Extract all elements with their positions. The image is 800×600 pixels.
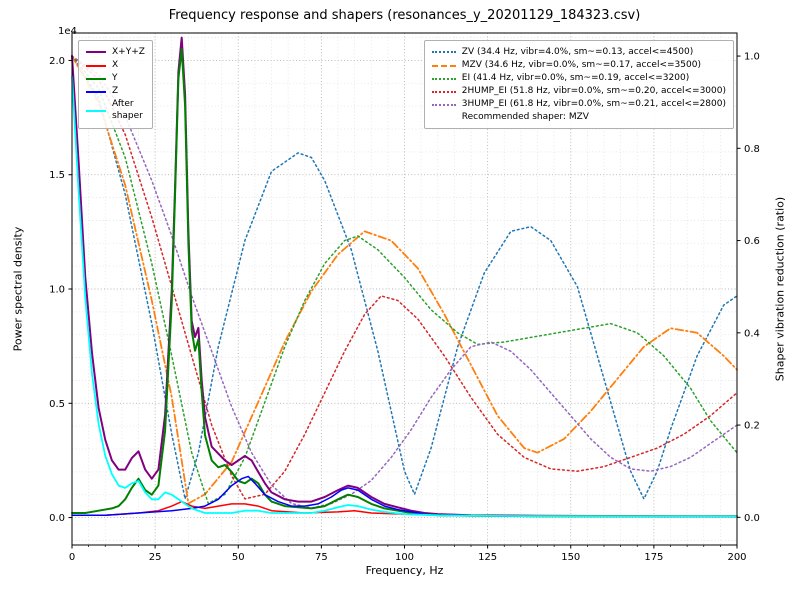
legend-entry-2hump-ei: 2HUMP_EI (51.8 Hz, vibr=0.0%, sm~=0.20, … [431, 86, 726, 98]
legend-swatch-ei [431, 77, 456, 80]
series-after-shaper [71, 75, 738, 518]
legend-entry-x: X [86, 60, 145, 72]
y-right-tick-label: 0.0 [744, 513, 760, 524]
legend-entry-after-shaper: After shaper [86, 99, 145, 122]
legend-label-ei: EI (41.4 Hz, vibr=0.0%, sm~=0.19, accel<… [461, 72, 690, 83]
legend-label-xyz: X+Y+Z [112, 46, 145, 57]
legend-label-3hump-ei: 3HUMP_EI (61.8 Hz, vibr=0.0%, sm~=0.21, … [461, 99, 726, 110]
legend-entry-zv: ZV (34.4 Hz, vibr=4.0%, sm~=0.13, accel<… [431, 46, 726, 59]
x-tick-label: 150 [561, 552, 580, 563]
y-left-tick-label: 0.5 [49, 399, 65, 410]
x-tick-label: 175 [644, 552, 663, 563]
x-tick-label: 75 [315, 552, 328, 563]
y-left-offset-text: 1e4 [58, 26, 77, 37]
series-zv [71, 55, 738, 500]
legend-label-2hump-ei: 2HUMP_EI (51.8 Hz, vibr=0.0%, sm~=0.20, … [461, 86, 726, 97]
legend-swatch-x [86, 64, 106, 67]
legend-entry-ei: EI (41.4 Hz, vibr=0.0%, sm~=0.19, accel<… [431, 72, 726, 85]
y-left-tick-label: 1.5 [49, 170, 65, 181]
series-mzv [71, 55, 738, 505]
x-tick-label: 100 [395, 552, 414, 563]
x-tick-label: 25 [149, 552, 162, 563]
series-z [71, 475, 738, 518]
x-tick-label: 50 [232, 552, 245, 563]
y-right-tick-label: 0.6 [744, 236, 760, 247]
chart-title: Frequency response and shapers (resonanc… [168, 8, 641, 23]
x-axis-label: Frequency, Hz [365, 564, 444, 577]
series-xyz [71, 36, 738, 518]
legend-swatch-xyz [86, 51, 106, 54]
legend-recommended-shaper: Recommended shaper: MZV [461, 112, 589, 123]
legend-label-z: Z [112, 86, 119, 97]
series-ei [71, 55, 738, 505]
legend-swatch-3hump-ei [431, 104, 456, 107]
legend-swatch-2hump-ei [431, 90, 456, 93]
y-left-axis-label: Power spectral density [11, 226, 25, 352]
x-tick-label: 125 [478, 552, 497, 563]
legend-psd: X+Y+Z X Y Z After shaper [78, 40, 153, 130]
legend-entry-mzv: MZV (34.6 Hz, vibr=0.0%, sm~=0.17, accel… [431, 59, 726, 72]
legend-label-mzv: MZV (34.6 Hz, vibr=0.0%, sm~=0.17, accel… [461, 59, 701, 70]
x-tick-label: 0 [69, 552, 75, 563]
legend-label-zv: ZV (34.4 Hz, vibr=4.0%, sm~=0.13, accel<… [461, 46, 694, 57]
series-2hump-ei [71, 55, 738, 500]
y-right-tick-label: 0.2 [744, 421, 760, 432]
legend-label-y: Y [112, 72, 118, 83]
legend-entry-y: Y [86, 73, 145, 85]
legend-swatch-mzv [431, 64, 456, 67]
y-right-tick-label: 0.4 [744, 328, 760, 339]
legend-swatch-z [86, 90, 106, 93]
legend-entry-xyz: X+Y+Z [86, 47, 145, 59]
legend-swatch-y [86, 77, 106, 80]
y-right-tick-label: 0.8 [744, 144, 760, 155]
y-right-axis-label: Shaper vibration reduction (ratio) [773, 196, 787, 382]
y-right-tick-label: 1.0 [744, 52, 760, 63]
legend-label-after-shaper: After shaper [112, 99, 143, 121]
series-y [71, 48, 738, 518]
legend-entry-z: Z [86, 86, 145, 98]
legend-swatch-zv [431, 51, 456, 54]
legend-entry-3hump-ei: 3HUMP_EI (61.8 Hz, vibr=0.0%, sm~=0.21, … [431, 99, 726, 111]
series-3hump-ei [71, 55, 738, 509]
legend-swatch-after-shaper [86, 109, 106, 112]
y-left-tick-label: 1.0 [49, 285, 65, 296]
y-left-tick-label: 2.0 [49, 56, 65, 67]
x-tick-label: 200 [727, 552, 746, 563]
y-left-tick-label: 0.0 [49, 513, 65, 524]
legend-label-x: X [112, 59, 119, 70]
legend-shapers: ZV (34.4 Hz, vibr=4.0%, sm~=0.13, accel<… [423, 40, 734, 130]
